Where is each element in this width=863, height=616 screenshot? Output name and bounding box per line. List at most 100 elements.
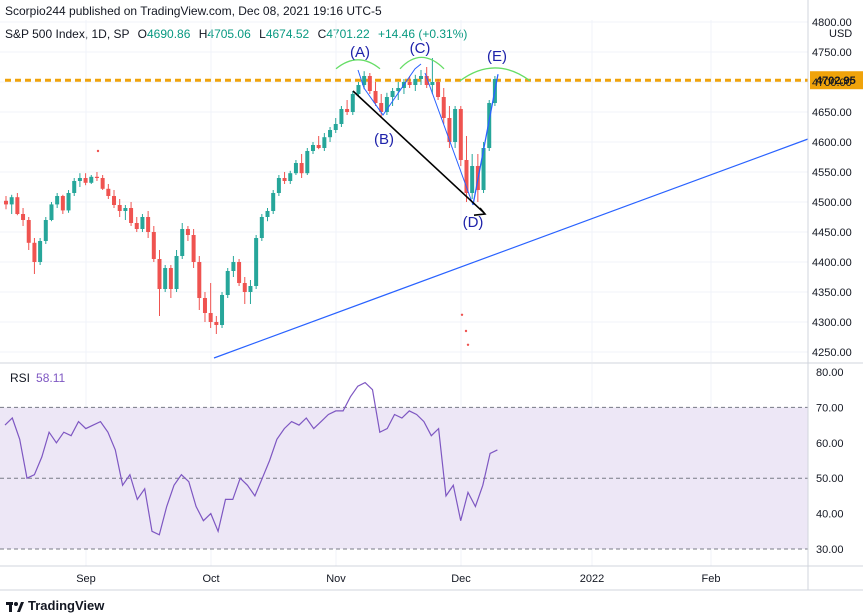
candle-body <box>100 178 105 189</box>
candle-body <box>94 176 99 178</box>
rsi-title: RSI <box>10 371 31 385</box>
candle-body <box>208 313 213 322</box>
price-tick-label: 4500.00 <box>812 197 852 209</box>
outlier-dot <box>466 343 470 346</box>
publisher-line: Scorpio244 published on TradingView.com,… <box>5 4 382 18</box>
wave-annotations: (A) (B) (C) (D) (E) <box>335 40 531 231</box>
candle-body <box>265 211 270 217</box>
x-tick-label: Dec <box>451 573 471 585</box>
candle-body <box>384 97 389 112</box>
candle-body <box>282 178 287 181</box>
close-key: C <box>317 27 327 41</box>
price-tick-label: 4750.00 <box>812 47 852 59</box>
last-price-label-bg <box>810 71 863 90</box>
x-tick-label: 2022 <box>580 573 604 585</box>
candle-body <box>310 145 315 151</box>
candle-body <box>470 166 475 193</box>
candle-body <box>66 193 71 211</box>
wave-label: (C) <box>410 40 431 57</box>
candle-body <box>72 181 77 193</box>
candle-body <box>225 271 230 295</box>
candle-body <box>259 217 264 238</box>
candle-body <box>151 232 156 259</box>
candle-body <box>333 124 338 130</box>
candles <box>4 58 497 346</box>
candle-body <box>447 118 452 142</box>
price-tick-label: 4400.00 <box>812 257 852 269</box>
price-legend: S&P 500 Index, 1D, SP O4690.86 H4705.06 … <box>5 27 467 41</box>
candle-body <box>356 85 361 94</box>
candle-body <box>481 148 486 190</box>
candle-body <box>362 76 367 85</box>
candle-body <box>339 109 344 124</box>
change-value: +14.46 (+0.31%) <box>377 27 468 41</box>
candle-body <box>237 262 242 283</box>
open-value: 4690.86 <box>147 27 191 41</box>
rsi-tick-label: 60.00 <box>816 438 844 450</box>
support-trendline <box>213 138 809 359</box>
high-key: H <box>198 27 208 41</box>
candle-body <box>220 295 225 325</box>
currency-label: USD <box>829 28 852 40</box>
wave-path-abc <box>357 63 422 116</box>
candle-body <box>367 76 372 91</box>
price-tick-label: 4700.00 <box>812 77 852 89</box>
candle-body <box>134 223 139 229</box>
candle-body <box>248 286 253 292</box>
wave-label: (A) <box>350 44 370 61</box>
price-tick-label: 4650.00 <box>812 107 852 119</box>
candle-body <box>140 217 145 229</box>
candle-body <box>55 196 60 205</box>
wave-path-cd <box>424 72 474 206</box>
candle-body <box>316 145 321 148</box>
candle-body <box>146 217 151 232</box>
candle-body <box>185 229 190 235</box>
axes: Sep Oct Nov Dec 2022 Feb 4800.00 4750.00 4700.00… <box>0 0 863 591</box>
candle-body <box>413 79 418 85</box>
candle-body <box>49 204 54 220</box>
candle-body <box>129 208 134 223</box>
candle-body <box>32 242 37 262</box>
rsi-tick-label: 70.00 <box>816 402 844 414</box>
candle-body <box>123 208 128 211</box>
candle-body <box>390 91 395 97</box>
last-price-label: 4702.95 <box>816 75 856 87</box>
wave-label: (E) <box>487 48 507 65</box>
candle-body <box>21 214 26 220</box>
candle-body <box>168 268 173 289</box>
candle-body <box>106 188 111 196</box>
candle-body <box>328 130 333 138</box>
x-tick-label: Feb <box>702 573 721 585</box>
downtrend-arrow-head <box>473 207 487 216</box>
candle-body <box>197 262 202 298</box>
candle-body <box>487 103 492 148</box>
price-tick-label: 4300.00 <box>812 317 852 329</box>
candle-body <box>60 196 65 211</box>
candle-body <box>305 151 310 174</box>
candle-body <box>117 205 122 211</box>
wave-arc-e <box>459 67 531 82</box>
symbol-title: S&P 500 Index, 1D, SP <box>5 27 130 41</box>
price-tick-label: 4800.00 <box>812 17 852 29</box>
rsi-band <box>0 406 808 550</box>
low-key: L <box>259 27 266 41</box>
wave-label: (B) <box>374 131 394 148</box>
candle-body <box>83 178 88 183</box>
rsi-tick-label: 30.00 <box>816 544 844 556</box>
price-tick-label: 4450.00 <box>812 227 852 239</box>
candle-body <box>419 76 424 79</box>
rsi-tick-label: 40.00 <box>816 509 844 521</box>
candle-body <box>299 163 304 174</box>
wave-label: (D) <box>463 214 484 231</box>
wave-path-de <box>472 74 499 206</box>
candle-body <box>231 262 236 271</box>
candle-body <box>202 298 207 313</box>
x-tick-label: Oct <box>202 573 219 585</box>
candle-body <box>436 82 441 97</box>
tradingview-logo-icon <box>6 601 24 612</box>
candle-body <box>430 82 435 85</box>
candle-body <box>9 197 14 205</box>
rsi-line <box>4 381 498 536</box>
open-key: O <box>137 27 147 41</box>
